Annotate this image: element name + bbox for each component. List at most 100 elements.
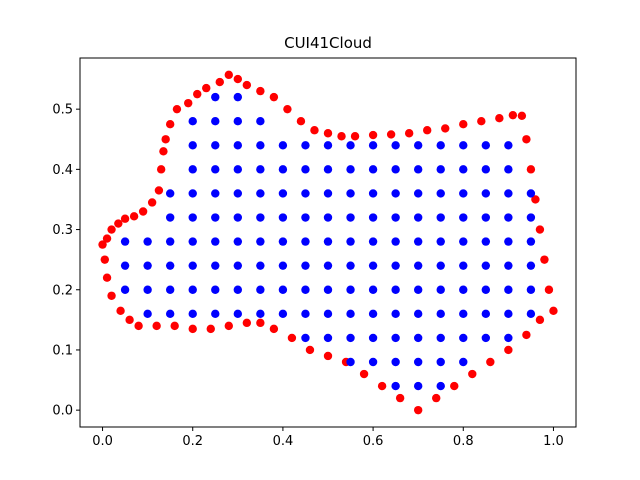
scatter-point <box>391 141 400 150</box>
scatter-point <box>206 324 215 334</box>
scatter-point <box>526 285 536 294</box>
scatter-point <box>391 189 400 198</box>
x-tick-label: 0.8 <box>453 434 474 449</box>
scatter-point <box>278 189 288 198</box>
scatter-point <box>459 333 468 343</box>
scatter-point <box>233 165 243 174</box>
scatter-point <box>504 189 513 198</box>
scatter-point <box>323 309 333 319</box>
scatter-point <box>504 165 513 174</box>
scatter-point <box>188 237 197 246</box>
scatter-point <box>346 165 355 174</box>
scatter-point <box>391 261 400 270</box>
scatter-point <box>283 104 292 114</box>
scatter-point <box>504 237 513 246</box>
x-tick-label: 0.2 <box>182 434 203 449</box>
scatter-point <box>323 261 333 270</box>
scatter-point <box>436 213 445 222</box>
scatter-point <box>256 86 265 96</box>
scatter-point <box>233 92 243 102</box>
scatter-point <box>391 213 400 222</box>
x-tick-label: 0.4 <box>273 434 294 449</box>
scatter-point <box>413 405 423 415</box>
scatter-point <box>481 333 491 343</box>
scatter-point <box>152 321 161 331</box>
scatter-point <box>368 141 378 150</box>
scatter-point <box>233 285 243 294</box>
scatter-point <box>413 381 423 391</box>
scatter-point <box>377 381 387 391</box>
scatter-point <box>350 132 360 141</box>
scatter-point <box>391 357 400 367</box>
scatter-point <box>413 261 423 270</box>
scatter-point <box>215 77 224 87</box>
scatter-point <box>391 285 400 294</box>
scatter-point <box>211 309 220 319</box>
scatter-point <box>188 324 197 334</box>
scatter-point <box>368 357 378 367</box>
scatter-point <box>188 285 197 294</box>
y-tick-label: 0.0 <box>52 404 73 419</box>
scatter-point <box>170 321 179 331</box>
scatter-point <box>256 213 265 222</box>
scatter-point <box>233 189 243 198</box>
scatter-point <box>256 318 265 328</box>
scatter-point <box>481 285 491 294</box>
x-tick-label: 0.0 <box>92 434 113 449</box>
scatter-point <box>368 285 378 294</box>
scatter-point <box>278 237 288 246</box>
scatter-point <box>504 285 513 294</box>
scatter-point <box>436 333 445 343</box>
scatter-point <box>256 261 265 270</box>
scatter-point <box>120 237 130 246</box>
scatter-point <box>323 285 333 294</box>
scatter-point <box>481 189 491 198</box>
scatter-point <box>188 165 197 174</box>
scatter-point <box>481 309 491 319</box>
scatter-point <box>432 393 441 403</box>
scatter-point <box>522 330 531 340</box>
scatter-point <box>526 189 536 198</box>
scatter-point <box>346 309 355 319</box>
scatter-point <box>301 189 310 198</box>
scatter-point <box>256 141 265 150</box>
scatter-point <box>301 261 310 270</box>
scatter-point <box>323 351 333 361</box>
scatter-point <box>526 309 536 319</box>
scatter-point <box>147 198 157 207</box>
scatter-point <box>211 285 220 294</box>
scatter-point <box>256 309 265 319</box>
scatter-point <box>486 357 495 367</box>
scatter-point <box>233 237 243 246</box>
scatter-point <box>323 213 333 222</box>
scatter-point <box>138 207 148 216</box>
scatter-point <box>346 141 355 150</box>
y-tick-label: 0.3 <box>52 223 73 238</box>
scatter-point <box>278 141 288 150</box>
scatter-point <box>233 117 243 126</box>
scatter-point <box>100 255 110 264</box>
scatter-point <box>188 141 197 150</box>
scatter-point <box>504 309 513 319</box>
scatter-point <box>413 213 423 222</box>
scatter-point <box>323 333 333 343</box>
scatter-point <box>459 309 468 319</box>
scatter-point <box>211 141 220 150</box>
scatter-point <box>391 333 400 343</box>
scatter-point <box>102 234 112 243</box>
scatter-point <box>391 237 400 246</box>
scatter-point <box>134 321 143 331</box>
scatter-point <box>368 309 378 319</box>
scatter-point <box>436 285 445 294</box>
scatter-point <box>423 126 432 135</box>
scatter-point <box>211 117 220 126</box>
scatter-point <box>188 309 197 319</box>
scatter-point <box>165 309 175 319</box>
scatter-point <box>301 333 310 343</box>
scatter-point <box>256 237 265 246</box>
scatter-point <box>256 165 265 174</box>
scatter-point <box>165 213 175 222</box>
scatter-point <box>436 189 445 198</box>
scatter-point <box>526 237 536 246</box>
